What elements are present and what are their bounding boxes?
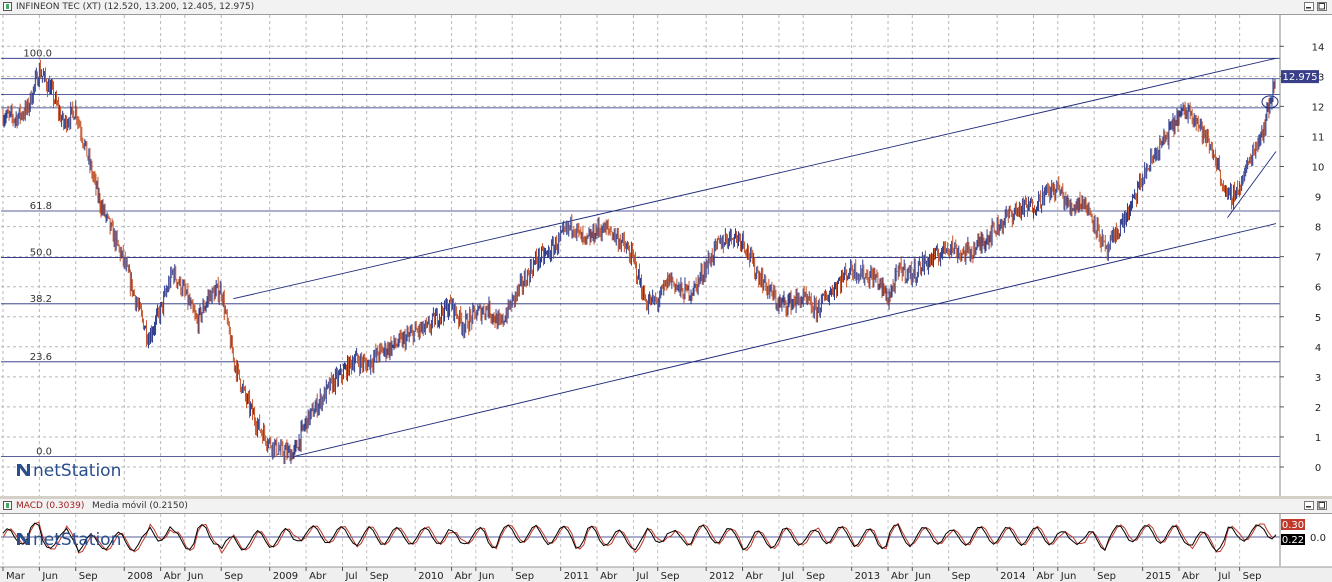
macd-value-label: 0.30 [1282,520,1304,531]
price-chart-panel[interactable]: 100.0 61.8 50.0 38.2 23.6 0.0 0 1 2 3 4 5 6 7 8 9 10 11 12… [0,15,1332,496]
x-axis-tick-label: 2011 [564,571,589,582]
main-chart-title: INFINEON TEC (XT) (12.520, 13.200, 12.40… [16,2,255,12]
x-axis-tick-label: 2012 [709,571,734,582]
main-chart-titlebar: INFINEON TEC (XT) (12.520, 13.200, 12.40… [0,0,1332,15]
macd-signal-label: 0.22 [1282,535,1304,546]
trendline [1227,151,1277,218]
x-axis-tick-label: Jun [187,571,204,582]
x-axis-tick-label: Jun [1060,571,1077,582]
price-bars [2,59,1276,465]
x-axis-tick-label: Sep [224,571,243,582]
macd-title: MACD (0.3039) [16,501,85,511]
macd-signal-badge [1281,534,1305,545]
x-axis-tick-label: Jun [41,571,58,582]
x-axis-tick-label: Jun [478,571,495,582]
y-axis-tick-label: 7 [1315,253,1321,264]
y-axis-tick-label: 14 [1312,42,1325,53]
macd-signal-line [2,521,1277,555]
y-axis-tick-label: 10 [1312,163,1325,174]
netstation-watermark: netStation [17,461,121,481]
macd-ma-title: Media móvil (0.2150) [92,501,188,511]
x-axis-tick-label: Sep [952,571,971,582]
y-axis-tick-label: 8 [1315,223,1321,234]
y-axis-tick-label: 12 [1312,102,1325,113]
x-axis-tick-label: 2009 [273,571,298,582]
netstation-logo-icon [17,533,30,545]
x-axis-tick-label: Jul [344,571,357,582]
chart-window-icon [3,2,12,11]
x-axis-tick-label: 2014 [1000,571,1025,582]
x-axis-tick-label: Abr [1182,571,1200,582]
x-axis-tick-label: 2008 [127,571,152,582]
price-chart[interactable]: 100.061.850.038.223.60.00123456789101112… [0,15,1332,496]
x-axis-tick-label: Jul [635,571,648,582]
y-axis-tick-label: 6 [1315,283,1321,294]
minimize-button[interactable] [1304,2,1314,11]
last-price-label: 12.975 [1283,72,1318,83]
fib-level-label: 0.0 [36,446,52,457]
maximize-button[interactable] [1317,2,1327,11]
x-axis-tick-label: Sep [79,571,98,582]
x-axis-tick-label: Sep [370,571,389,582]
y-axis-tick-label: 3 [1315,373,1321,384]
x-axis-tick-label: Jul [781,571,794,582]
y-axis-tick-label: 5 [1315,313,1321,324]
x-axis-tick-label: Mar [6,571,26,582]
x-axis-tick-label: Abr [164,571,182,582]
fib-level-label: 100.0 [23,48,52,59]
macd-minimize-button[interactable] [1304,501,1314,510]
x-axis-tick-label: Abr [746,571,764,582]
x-axis-tick-label: Sep [1243,571,1262,582]
fib-level-label: 38.2 [30,294,52,305]
y-axis-tick-label: 0 [1315,463,1321,474]
macd-line [2,522,1277,553]
x-axis-tick-label: Abr [309,571,327,582]
netstation-wordmark: netStation [33,461,121,481]
macd-titlebar: MACD (0.3039) Media móvil (0.2150) [0,499,1332,514]
trendline [233,57,1277,300]
x-axis-tick-label: 2010 [418,571,443,582]
fib-level-label: 61.8 [30,201,52,212]
y-axis-tick-label: 9 [1315,193,1321,204]
x-axis-tick-label: 2015 [1146,571,1171,582]
netstation-wordmark: netStation [33,530,121,550]
y-axis-tick-label: 2 [1315,403,1321,414]
macd-panel[interactable]: 0.0 0.30 0.22 netStation Mar Jun Sep 2008 Abr Jun… [0,514,1332,582]
fib-level-label: 50.0 [30,248,52,259]
y-axis-tick-label: 4 [1315,343,1321,354]
x-axis-tick-label: Abr [891,571,909,582]
macd-window-icon [3,501,12,510]
y-axis-tick-label: 11 [1312,132,1325,143]
x-axis-tick-label: Abr [600,571,618,582]
y-axis-tick-label: 1 [1315,433,1321,444]
x-axis-tick-label: Jun [914,571,931,582]
macd-zero-label: 0.0 [1310,533,1326,544]
x-axis-tick-label: Abr [455,571,473,582]
netstation-watermark: netStation [17,530,121,550]
last-price-badge [1281,70,1319,84]
x-axis-strip [0,567,1332,582]
macd-value-badge [1281,519,1305,530]
trendline [293,223,1277,457]
x-axis-tick-label: 2013 [855,571,880,582]
x-axis-tick-label: Sep [661,571,680,582]
fib-level-label: 23.6 [30,352,52,363]
netstation-logo-icon [17,464,30,476]
x-axis-tick-label: Abr [1037,571,1055,582]
x-axis-tick-label: Sep [515,571,534,582]
macd-maximize-button[interactable] [1317,501,1327,510]
macd-chart[interactable]: 0.0 0.30 0.22 netStation Mar Jun Sep 2008 Abr Jun… [0,514,1332,582]
x-axis-tick-label: Sep [806,571,825,582]
x-axis-tick-label: Sep [1097,571,1116,582]
highlight-ellipse [1261,95,1279,109]
x-axis-tick-label: Jul [1217,571,1230,582]
